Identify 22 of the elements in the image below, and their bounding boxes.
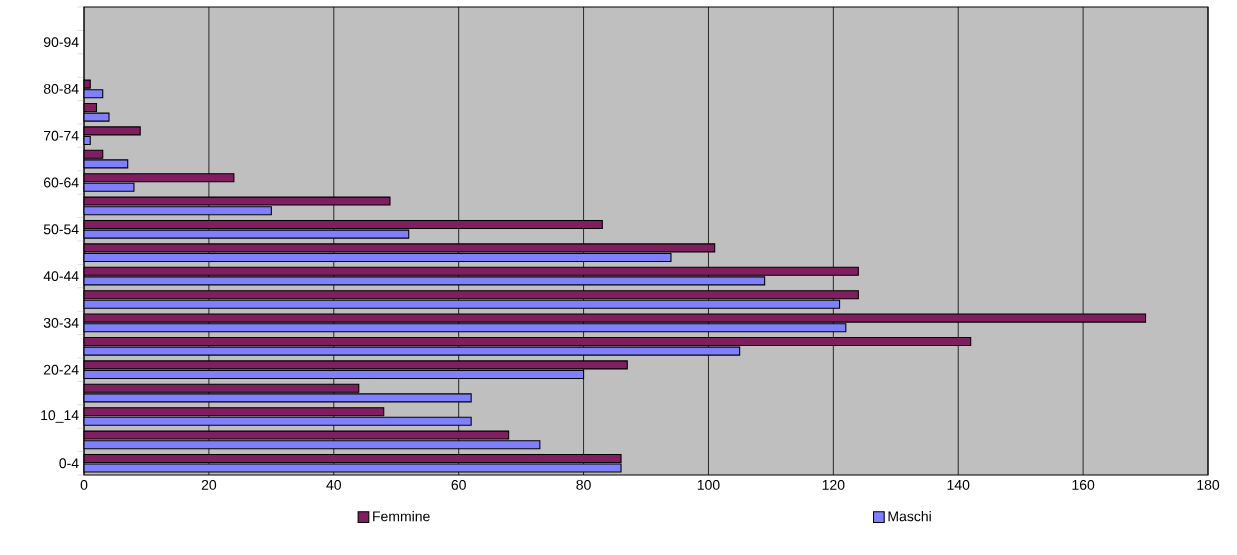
x-tick-label: 20: [201, 479, 217, 490]
y-tick-label: 70-74: [43, 130, 79, 141]
x-tick-label: 180: [1197, 479, 1220, 490]
y-tick-label: 50-54: [43, 224, 79, 235]
legend-label: Maschi: [888, 511, 931, 522]
x-tick-label: 100: [697, 479, 720, 490]
y-tick-label: 80-84: [43, 83, 79, 94]
y-tick-label: 0-4: [59, 458, 79, 469]
x-tick-label: 160: [1072, 479, 1095, 490]
x-tick-label: 140: [947, 479, 970, 490]
x-tick-label: 60: [451, 479, 466, 490]
y-tick-label: 30-34: [43, 317, 79, 328]
y-tick-label: 20-24: [43, 364, 79, 375]
x-tick-label: 0: [80, 479, 88, 490]
y-tick-label: 10_14: [41, 410, 79, 423]
y-tick-label: 90-94: [43, 37, 79, 48]
y-tick-label: 40-44: [43, 271, 79, 282]
legend-label: Femmine: [373, 511, 430, 522]
x-tick-label: 40: [326, 479, 342, 490]
x-tick-label: 120: [822, 479, 845, 490]
y-tick-label: 60-64: [43, 177, 79, 188]
x-tick-label: 80: [576, 479, 591, 490]
